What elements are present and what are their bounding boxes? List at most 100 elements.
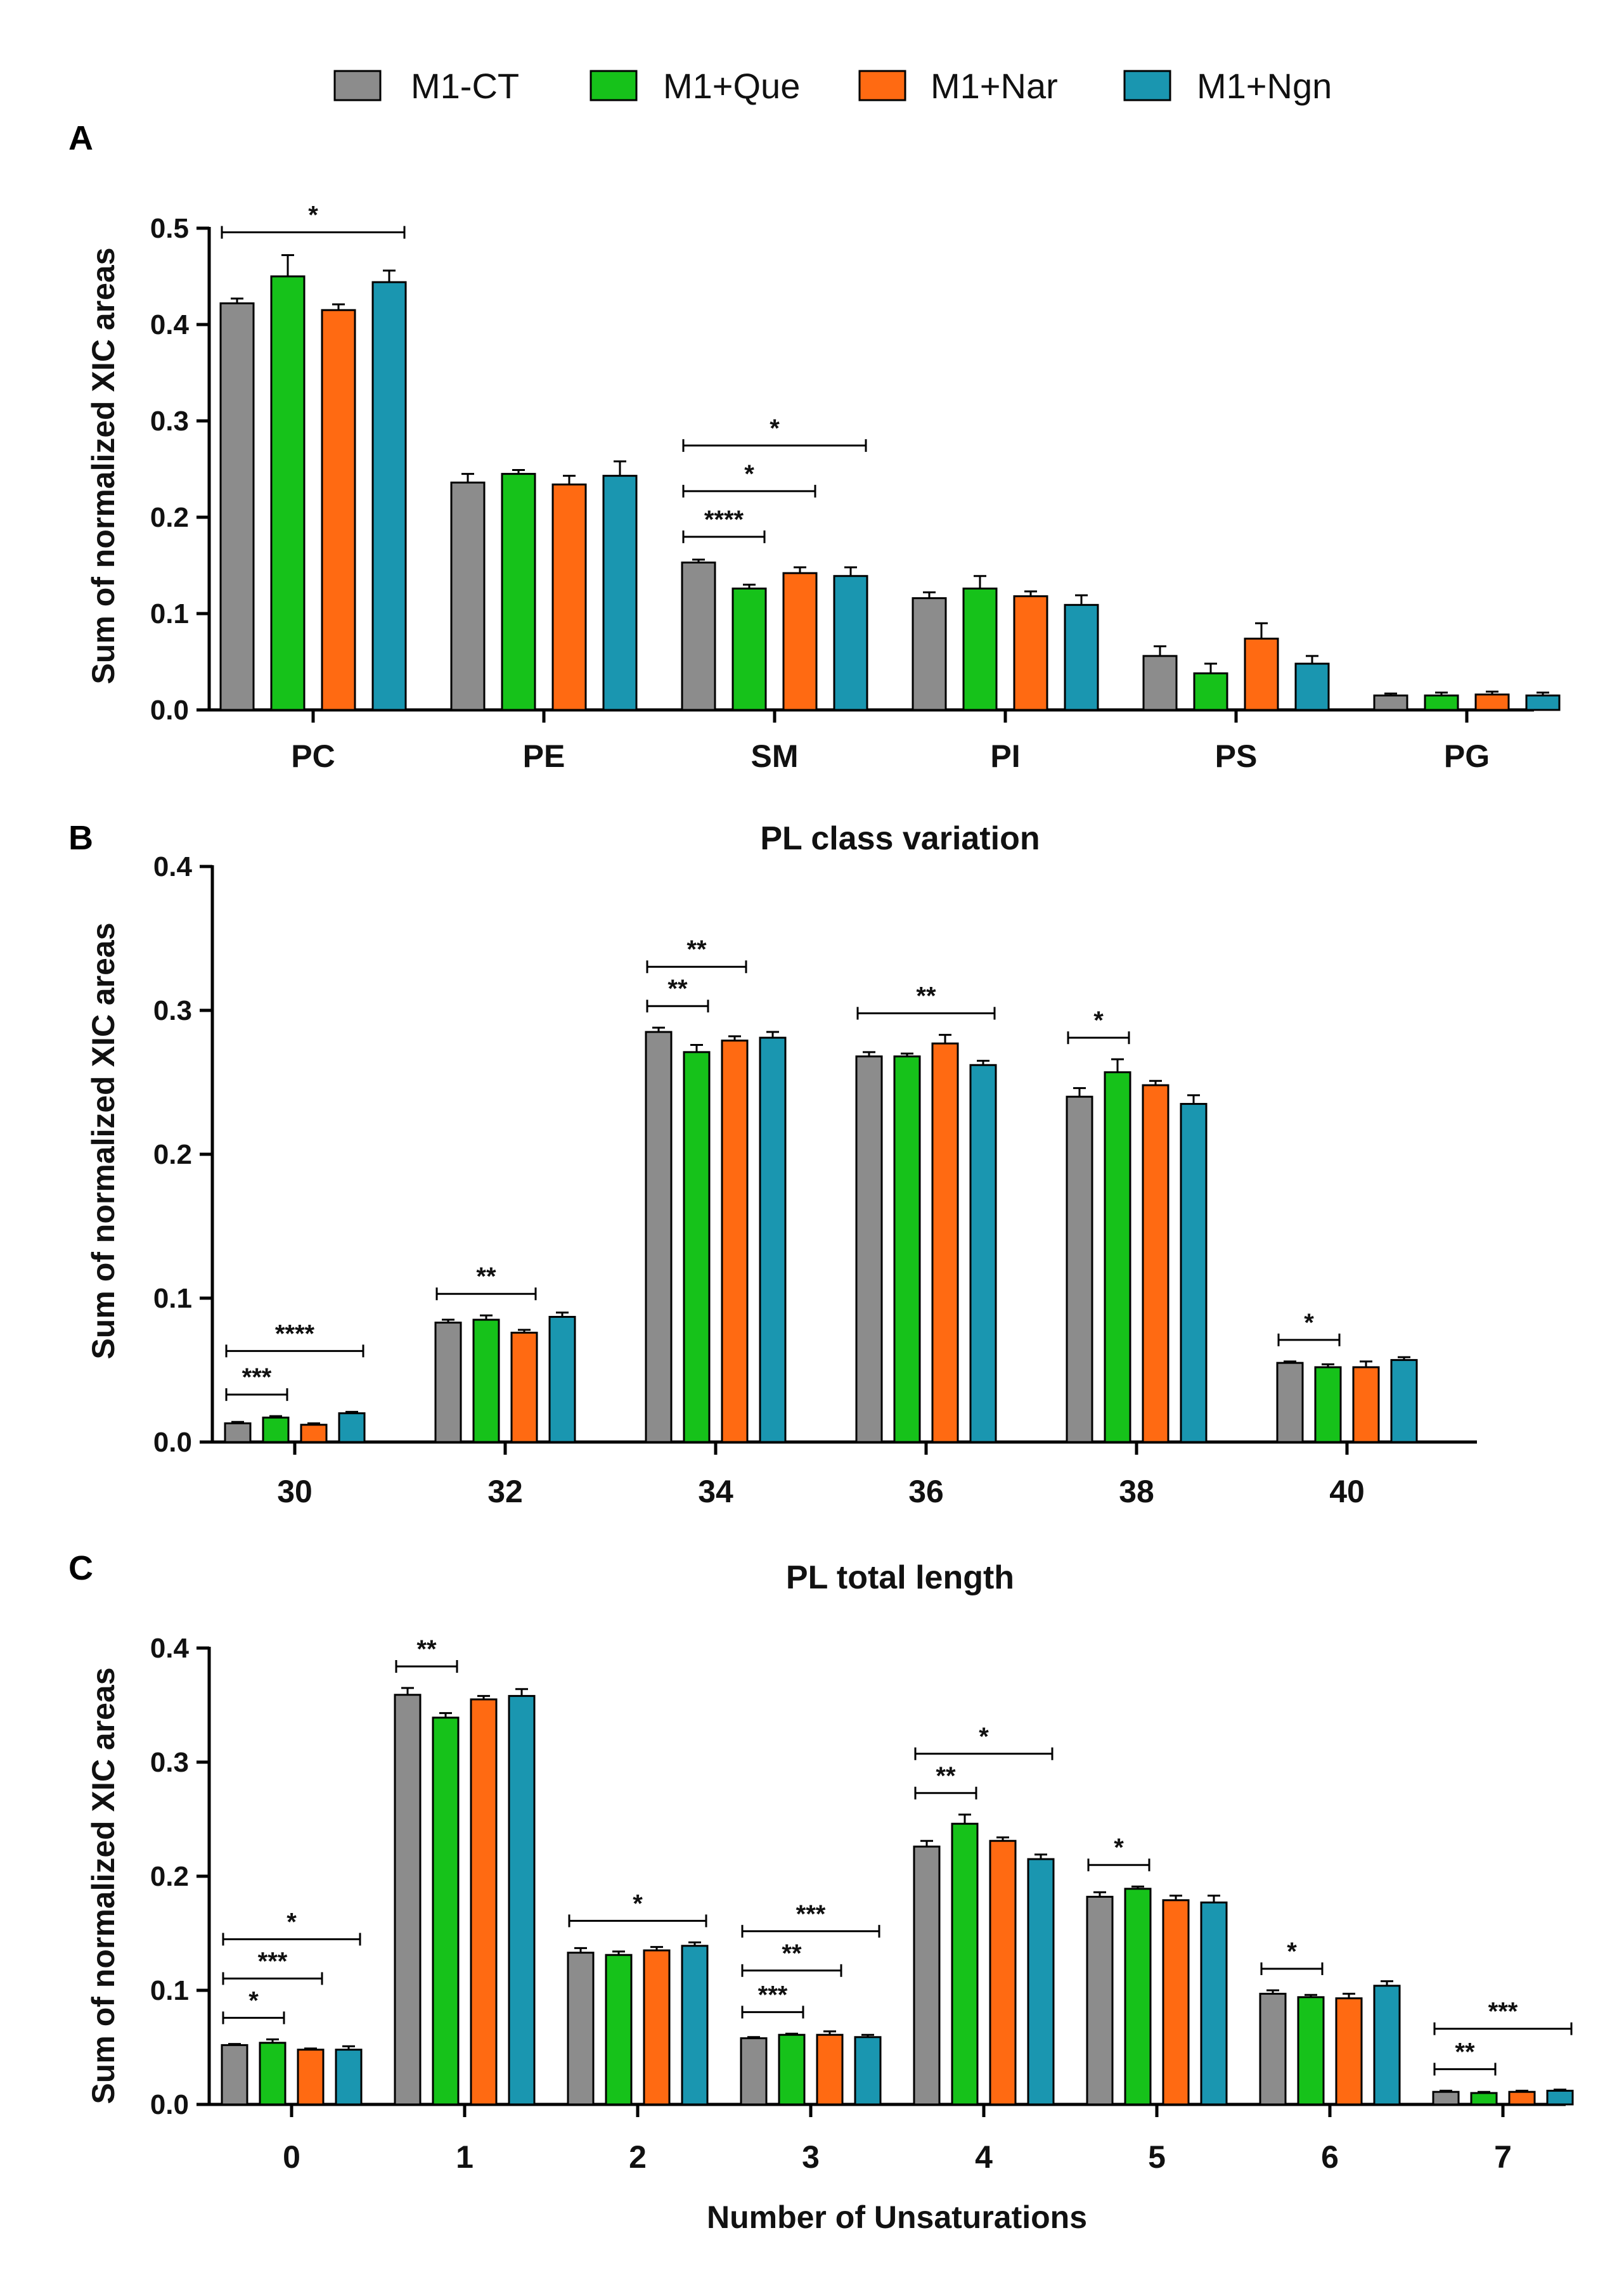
bar-m1-ngn-34[interactable]	[759, 1036, 787, 1443]
bar-m1-ngn-5[interactable]	[1200, 1901, 1228, 2106]
bar-m1-ct-30[interactable]	[224, 1422, 252, 1443]
bar-m1-que-sm[interactable]	[731, 587, 767, 711]
bar-m1-que-pi[interactable]	[962, 587, 998, 711]
bar-m1-ngn-1[interactable]	[508, 1695, 536, 2106]
significance-label: *	[744, 460, 754, 488]
bar-m1-nar-30[interactable]	[300, 1424, 328, 1443]
bar-m1-ngn-pg[interactable]	[1525, 694, 1561, 711]
bar-m1-ct-3[interactable]	[740, 2037, 768, 2106]
legend-item-m1-nar[interactable]: M1+Nar	[858, 66, 1058, 106]
bar-m1-ct-sm[interactable]	[681, 561, 716, 711]
bar-m1-ct-2[interactable]	[567, 1952, 595, 2106]
bar-m1-ct-pc[interactable]	[219, 302, 255, 711]
legend-swatch-m1-ngn	[1123, 70, 1171, 101]
bar-m1-ngn-sm[interactable]	[833, 575, 868, 711]
bar-m1-nar-2[interactable]	[643, 1949, 671, 2106]
legend-label-m1-ngn: M1+Ngn	[1197, 66, 1332, 106]
y-axis-label-c: Sum of normalized XIC areas	[86, 1667, 121, 2104]
bar-m1-que-34[interactable]	[683, 1051, 711, 1443]
y-tick-label: 0.2	[150, 1861, 189, 1892]
bar-m1-ct-pe[interactable]	[450, 481, 486, 711]
bar-m1-ct-0[interactable]	[221, 2044, 248, 2106]
bar-m1-ct-7[interactable]	[1432, 2090, 1460, 2106]
bar-m1-ct-1[interactable]	[394, 1694, 422, 2106]
y-axis-label-b: Sum of normalized XIC areas	[86, 922, 121, 1359]
bar-m1-ngn-30[interactable]	[338, 1412, 366, 1443]
bar-m1-ngn-4[interactable]	[1027, 1858, 1055, 2106]
bar-m1-nar-pc[interactable]	[321, 309, 356, 711]
bar-m1-que-7[interactable]	[1470, 2092, 1498, 2106]
bar-m1-nar-4[interactable]	[989, 1839, 1017, 2106]
x-tick-label: 2	[629, 2139, 647, 2175]
bar-m1-que-4[interactable]	[951, 1822, 979, 2106]
bar-m1-ngn-ps[interactable]	[1294, 662, 1330, 711]
bar-m1-nar-0[interactable]	[297, 2049, 325, 2106]
bar-m1-ct-40[interactable]	[1276, 1362, 1304, 1443]
significance-label: *	[1304, 1309, 1314, 1337]
bar-m1-nar-6[interactable]	[1335, 1997, 1363, 2106]
x-tick-label: PC	[291, 738, 335, 774]
bar-m1-nar-5[interactable]	[1162, 1899, 1190, 2106]
bar-m1-que-40[interactable]	[1314, 1366, 1342, 1443]
bar-m1-ngn-pc[interactable]	[371, 281, 407, 711]
bar-m1-ct-pi[interactable]	[912, 597, 947, 711]
bar-m1-que-3[interactable]	[778, 2033, 806, 2106]
bar-m1-que-pe[interactable]	[501, 473, 536, 711]
panel-letter-c: C	[68, 1549, 93, 1587]
bar-m1-ngn-36[interactable]	[969, 1064, 997, 1443]
legend-item-m1-ct[interactable]: M1-CT	[333, 66, 519, 106]
bar-m1-que-32[interactable]	[472, 1318, 500, 1443]
bar-m1-ngn-32[interactable]	[548, 1316, 576, 1443]
bar-m1-ngn-2[interactable]	[681, 1945, 709, 2106]
bar-m1-ngn-3[interactable]	[854, 2036, 882, 2106]
bar-m1-nar-pe[interactable]	[551, 483, 587, 711]
significance-label: *	[308, 202, 318, 229]
bar-m1-ct-32[interactable]	[434, 1322, 462, 1443]
bar-m1-ngn-7[interactable]	[1546, 2089, 1574, 2106]
bar-m1-nar-32[interactable]	[510, 1331, 538, 1443]
bar-m1-nar-40[interactable]	[1352, 1366, 1380, 1443]
bar-m1-nar-38[interactable]	[1142, 1084, 1170, 1443]
bar-m1-ngn-6[interactable]	[1373, 1985, 1401, 2106]
bar-m1-que-6[interactable]	[1297, 1996, 1325, 2106]
legend-item-m1-que[interactable]: M1+Que	[590, 66, 800, 106]
bar-m1-nar-36[interactable]	[931, 1042, 959, 1443]
bar-m1-que-38[interactable]	[1104, 1071, 1131, 1443]
bar-m1-que-5[interactable]	[1124, 1888, 1152, 2106]
bar-m1-que-0[interactable]	[259, 2042, 287, 2106]
bar-m1-ct-6[interactable]	[1259, 1992, 1287, 2106]
plot-area-a: 0.00.10.20.30.40.5PC*PE SM******PI PS PG	[150, 202, 1561, 774]
bar-m1-ngn-40[interactable]	[1390, 1359, 1418, 1443]
bar-m1-ct-pg[interactable]	[1373, 694, 1408, 711]
significance-label: **	[936, 1762, 956, 1790]
bar-m1-ct-36[interactable]	[855, 1055, 883, 1443]
bar-m1-nar-ps[interactable]	[1244, 638, 1279, 711]
bar-m1-ct-5[interactable]	[1086, 1895, 1114, 2106]
bar-m1-ct-34[interactable]	[645, 1031, 673, 1443]
bar-m1-que-pg[interactable]	[1424, 694, 1459, 711]
bar-m1-ct-4[interactable]	[913, 1845, 941, 2106]
bar-m1-nar-1[interactable]	[470, 1698, 498, 2106]
bar-m1-nar-sm[interactable]	[782, 572, 818, 711]
bar-m1-ngn-38[interactable]	[1180, 1103, 1208, 1443]
bar-m1-nar-pg[interactable]	[1474, 693, 1510, 711]
bar-m1-nar-3[interactable]	[816, 2033, 844, 2106]
bar-m1-que-2[interactable]	[605, 1954, 633, 2106]
legend-item-m1-ngn[interactable]: M1+Ngn	[1123, 66, 1332, 106]
bar-m1-nar-34[interactable]	[721, 1040, 749, 1443]
bar-m1-ct-38[interactable]	[1066, 1095, 1093, 1443]
bar-m1-nar-7[interactable]	[1508, 2090, 1536, 2106]
bar-m1-que-pc[interactable]	[270, 275, 306, 711]
bar-m1-que-1[interactable]	[432, 1716, 460, 2106]
significance-label: ****	[275, 1320, 315, 1348]
bar-m1-nar-pi[interactable]	[1013, 595, 1048, 711]
bar-m1-que-30[interactable]	[262, 1416, 290, 1443]
bar-m1-ngn-0[interactable]	[335, 2049, 363, 2106]
bar-m1-que-ps[interactable]	[1193, 672, 1228, 711]
bar-m1-ngn-pi[interactable]	[1064, 603, 1099, 711]
significance-label: *	[287, 1908, 297, 1936]
bar-m1-que-36[interactable]	[893, 1055, 921, 1443]
bar-m1-ct-ps[interactable]	[1142, 655, 1178, 711]
bar-m1-ngn-pe[interactable]	[602, 475, 638, 711]
